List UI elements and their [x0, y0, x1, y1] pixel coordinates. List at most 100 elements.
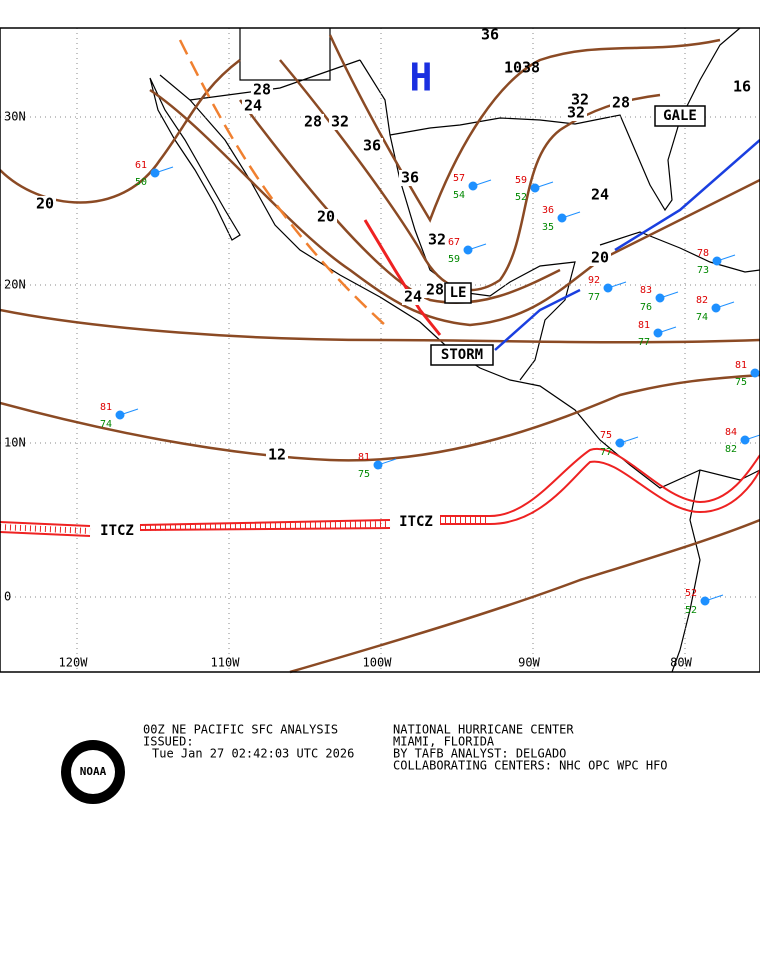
wind-barb [467, 243, 487, 251]
dewpoint: 77 [600, 447, 612, 458]
temperature: 67 [448, 237, 460, 248]
center: NATIONAL HURRICANE CENTER [393, 723, 574, 737]
isobar-label: 16 [733, 78, 751, 96]
temperature: 81 [735, 360, 747, 371]
logo [71, 750, 115, 794]
isobar-label: 32 [567, 104, 585, 122]
wind-barb [561, 211, 581, 219]
cold-front [494, 288, 581, 351]
warning-box [430, 344, 494, 366]
isobar-label-bg [302, 114, 324, 130]
dewpoint: 73 [697, 265, 709, 276]
dewpoint: 74 [696, 312, 708, 323]
isobar-label-bg [610, 95, 632, 111]
isobar-label: 20 [591, 249, 609, 267]
dewpoint: 76 [640, 302, 652, 313]
lat-label: 30N [4, 110, 26, 124]
isobar-label-bg [731, 79, 753, 95]
issued: ISSUED: [143, 735, 194, 749]
isobar [328, 34, 721, 223]
analyst: BY TAFB ANALYST: DELGADO [393, 747, 566, 761]
dewpoint: 35 [542, 222, 554, 233]
wind-barb [657, 326, 677, 334]
lon-label: 120W [59, 656, 89, 670]
coastline [359, 59, 576, 381]
temperature: 84 [725, 427, 737, 438]
isobar-label: 32 [428, 231, 446, 249]
wind-barb [472, 179, 492, 187]
isobar [149, 88, 760, 327]
dewpoint: 77 [638, 337, 650, 348]
temperature: 52 [685, 588, 697, 599]
temperature: 75 [600, 430, 612, 441]
lon-label: 90W [518, 656, 540, 670]
dewpoint: 82 [725, 444, 737, 455]
isobar-label: 28 [304, 113, 322, 131]
wind-barb [119, 408, 139, 416]
itcz [0, 460, 760, 537]
wind-barb [704, 594, 724, 602]
temperature: 81 [358, 452, 370, 463]
temperature: 36 [542, 205, 554, 216]
isobar-label-bg [315, 209, 337, 225]
isobar-label: 28 [253, 81, 271, 99]
dewpoint: 59 [448, 254, 460, 265]
lon-label: 80W [670, 656, 692, 670]
isobar-label: 28 [426, 281, 444, 299]
coastline [599, 231, 760, 273]
isobar-label: 36 [401, 169, 419, 187]
dewpoint: 54 [453, 190, 465, 201]
wind-barb [754, 370, 760, 374]
isobar-label: 36 [481, 26, 499, 44]
lat-label: 10N [4, 436, 26, 450]
isobar-label-bg [399, 170, 421, 186]
itcz-label: ITCZ [100, 523, 134, 539]
temperature: 59 [515, 175, 527, 186]
dewpoint: 74 [100, 419, 112, 430]
dewpoint: 75 [735, 377, 747, 388]
issue-time: Tue Jan 27 02:42:03 UTC 2026 [152, 747, 354, 761]
isobar-label-bg [34, 196, 56, 212]
isobar-label-bg [426, 232, 448, 248]
collaborating: COLLABORATING CENTERS: NHC OPC WPC HFO [393, 759, 668, 773]
isobar [289, 518, 760, 674]
itcz-label: ITCZ [399, 514, 433, 530]
wind-barb [715, 301, 735, 309]
footer: NOAA 00Z NE PACIFIC SFC ANALYSIS ISSUED:… [61, 723, 668, 804]
wind-barb [744, 434, 760, 441]
isobar-label: 20 [317, 208, 335, 226]
lon-label: 110W [211, 656, 241, 670]
warning-box [444, 282, 472, 304]
isobar-label-bg [329, 114, 351, 130]
isobar [0, 308, 760, 344]
temperature: 81 [638, 320, 650, 331]
high-pressure: 1038 [504, 59, 540, 77]
isobar [0, 373, 760, 462]
isobar-label-bg [251, 82, 273, 98]
warning-label: GALE [663, 108, 697, 124]
wind-barb [377, 458, 397, 466]
isobar-label: 12 [268, 446, 286, 464]
isobar-label: 24 [591, 186, 609, 204]
wind-barb [607, 281, 627, 289]
dewpoint: 52 [515, 192, 527, 203]
isobar-label: 32 [571, 91, 589, 109]
lat-label: 0 [4, 590, 11, 604]
isobar-label-bg [565, 105, 587, 121]
itcz [0, 447, 760, 527]
trough [178, 39, 386, 326]
dewpoint: 77 [588, 292, 600, 303]
isobar-label: 28 [612, 94, 630, 112]
dewpoint: 50 [135, 177, 147, 188]
isobar-label-bg [242, 98, 264, 114]
wind-barb [659, 291, 679, 299]
temperature: 82 [696, 295, 708, 306]
dewpoint: 75 [358, 469, 370, 480]
isobar-label-bg [361, 138, 383, 154]
dewpoint: 52 [685, 605, 697, 616]
product: 00Z NE PACIFIC SFC ANALYSIS [143, 723, 338, 737]
temperature: 83 [640, 285, 652, 296]
isobar-label: 24 [404, 288, 422, 306]
